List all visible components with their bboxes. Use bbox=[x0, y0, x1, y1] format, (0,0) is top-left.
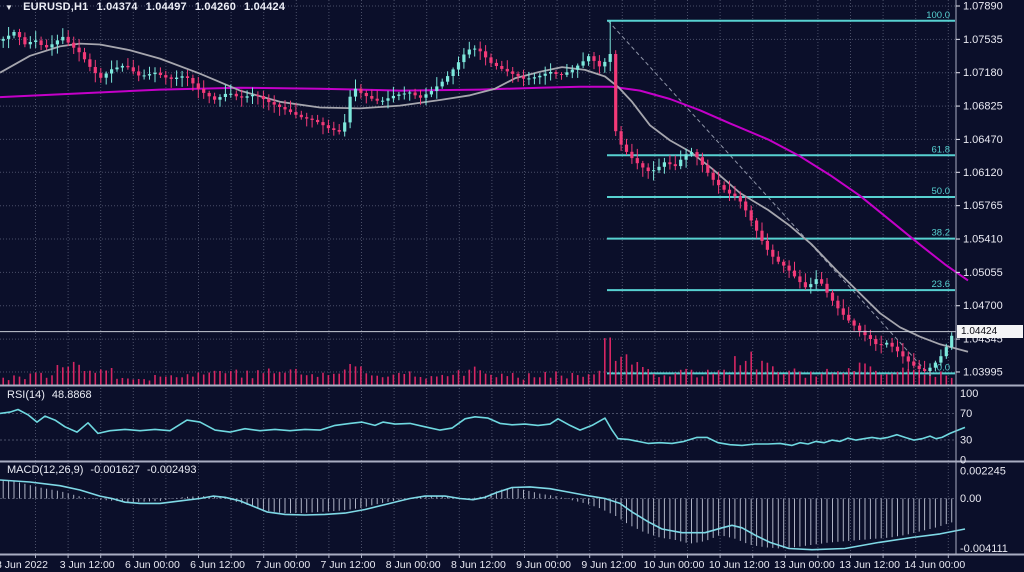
ma-fast-line bbox=[0, 42, 969, 353]
time-axis-label[interactable]: 7 Jun 12:00 bbox=[321, 559, 376, 571]
rsi-axis-label[interactable]: 70 bbox=[960, 408, 972, 420]
current-price-badge: 1.04424 bbox=[957, 325, 1023, 338]
time-axis-label[interactable]: 14 Jun 00:00 bbox=[904, 559, 965, 571]
price-axis-label[interactable]: 1.05410 bbox=[963, 234, 1003, 246]
ohlc-high-value: 1.04497 bbox=[145, 1, 187, 13]
macd-signal-line bbox=[0, 479, 966, 551]
rsi-name: RSI(14) bbox=[7, 389, 45, 401]
price-axis-label[interactable]: 1.07890 bbox=[963, 1, 1003, 13]
rsi-indicator-label: RSI(14) 48.8868 bbox=[7, 389, 92, 401]
price-axis-label[interactable]: 1.07180 bbox=[963, 67, 1003, 79]
fibonacci-retracement: 100.0 61.8 50.0 38.2 23.6 0.0 bbox=[607, 10, 955, 375]
macd-histogram bbox=[2, 479, 953, 549]
time-axis-label[interactable]: 3 Jun 12:00 bbox=[60, 559, 115, 571]
ma-slow-line bbox=[0, 85, 969, 282]
time-axis-label[interactable]: 7 Jun 00:00 bbox=[255, 559, 310, 571]
macd-axis-label[interactable]: 0.00 bbox=[960, 493, 981, 505]
price-axis-label[interactable]: 1.07535 bbox=[963, 34, 1003, 46]
rsi-value: 48.8868 bbox=[51, 389, 92, 401]
macd-name: MACD(12,26,9) bbox=[7, 464, 84, 476]
fib-level-label: 50.0 bbox=[932, 186, 951, 197]
ohlc-close-value: 1.04424 bbox=[244, 1, 286, 13]
price-axis-label[interactable]: 1.06120 bbox=[963, 167, 1003, 179]
price-axis-label[interactable]: 1.04700 bbox=[963, 300, 1003, 312]
chart-title-bar: ▼ EURUSD,H1 1.04374 1.04497 1.04260 1.04… bbox=[5, 1, 285, 13]
time-axis-label[interactable]: 6 Jun 12:00 bbox=[190, 559, 245, 571]
macd-axis-label[interactable]: -0.004111 bbox=[960, 543, 1008, 555]
time-axis-label[interactable]: 8 Jun 12:00 bbox=[451, 559, 506, 571]
macd-indicator-label: MACD(12,26,9) -0.001627 -0.002493 bbox=[7, 464, 197, 476]
time-axis-label[interactable]: 10 Jun 12:00 bbox=[709, 559, 770, 571]
macd-main-value: -0.001627 bbox=[90, 464, 140, 476]
price-axis-label[interactable]: 1.05055 bbox=[963, 267, 1003, 279]
fib-level-label: 23.6 bbox=[932, 279, 951, 290]
fib-level-label: 0.0 bbox=[937, 362, 950, 373]
time-axis-label[interactable]: 9 Jun 00:00 bbox=[516, 559, 571, 571]
time-axis-label[interactable]: 8 Jun 00:00 bbox=[386, 559, 441, 571]
rsi-macd-separator[interactable] bbox=[0, 460, 1024, 463]
time-axis-label[interactable]: 10 Jun 00:00 bbox=[644, 559, 705, 571]
time-axis-label[interactable]: 13 Jun 00:00 bbox=[774, 559, 835, 571]
symbol-timeframe-label: EURUSD,H1 bbox=[23, 1, 89, 13]
price-axis-label[interactable]: 1.05765 bbox=[963, 200, 1003, 212]
fib-level-label: 38.2 bbox=[932, 228, 951, 239]
candlestick-series bbox=[1, 20, 954, 378]
rsi-axis-label[interactable]: 30 bbox=[960, 435, 972, 447]
main-rsi-separator[interactable] bbox=[0, 384, 1024, 387]
macd-timeaxis-separator[interactable] bbox=[0, 553, 1024, 556]
time-axis-label[interactable]: 3 Jun 2022 bbox=[0, 559, 48, 571]
time-axis-label[interactable]: 13 Jun 12:00 bbox=[839, 559, 900, 571]
rsi-axis-label[interactable]: 0 bbox=[960, 455, 966, 467]
ohlc-open-value: 1.04374 bbox=[96, 1, 138, 13]
fib-level-label: 100.0 bbox=[926, 10, 950, 21]
time-axis-label[interactable]: 9 Jun 12:00 bbox=[581, 559, 636, 571]
volume-bars bbox=[2, 337, 953, 385]
ohlc-low-value: 1.04260 bbox=[194, 1, 237, 13]
collapse-chart-icon[interactable]: ▼ bbox=[5, 2, 14, 12]
macd-axis-label[interactable]: 0.002245 bbox=[960, 466, 1006, 478]
price-axis-label[interactable]: 1.06470 bbox=[963, 134, 1003, 146]
fib-level-label: 61.8 bbox=[932, 144, 951, 155]
rsi-line bbox=[0, 408, 966, 447]
price-axis-label[interactable]: 1.03995 bbox=[963, 366, 1003, 378]
price-axis-label[interactable]: 1.06825 bbox=[963, 101, 1003, 113]
time-axis-label[interactable]: 6 Jun 00:00 bbox=[125, 559, 180, 571]
rsi-axis-label[interactable]: 100 bbox=[960, 388, 978, 400]
macd-signal-value: -0.002493 bbox=[146, 464, 197, 476]
